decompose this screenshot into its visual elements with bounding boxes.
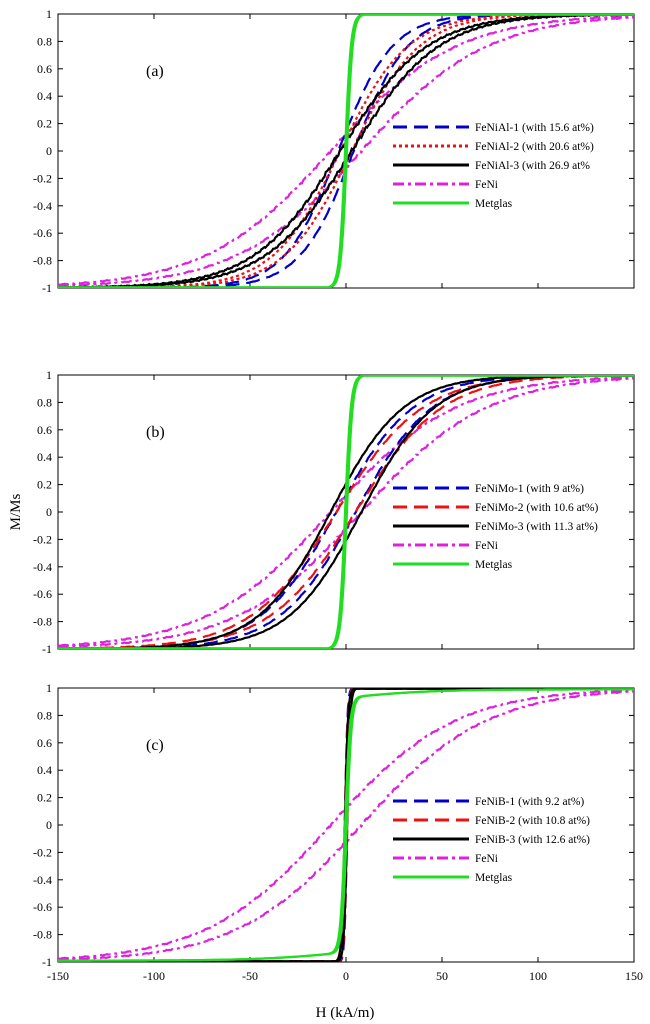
legend-entry: FeNiAl-3 (with 26.9 at% [475,160,590,172]
x-tick-label: 150 [625,969,643,983]
legend-entry: FeNiB-1 (with 9.2 at%) [475,796,584,808]
y-tick-label: 1 [46,681,52,695]
y-tick-label: 0.2 [37,117,52,131]
y-tick-label: -0.6 [33,226,52,240]
x-tick-label: 0 [343,969,349,983]
y-tick-label: 0.8 [37,34,52,48]
y-tick-label: -0.2 [33,532,52,546]
y-tick-label: -1 [42,642,52,656]
y-tick-label: -0.4 [33,199,52,213]
panel-1: -1 -0.8 -0.6 -0.4 -0.2 0 0.2 0.4 0.6 0.8 1 (a) FeNiA… [33,7,635,295]
y-tick-label: -0.2 [33,171,52,185]
y-tick-label: 0 [46,505,52,519]
y-tick-label: 0.4 [37,763,52,777]
y-tick-label: 0.4 [37,89,52,103]
series-line-metglas-down [58,688,634,962]
x-tick-label: 100 [529,969,547,983]
y-tick-label: 0.8 [37,395,52,409]
series-line-feni-up [58,16,634,288]
y-tick-label: -0.8 [33,615,52,629]
y-tick-label: 1 [46,7,52,21]
y-axis-title: M/Ms [8,494,24,531]
y-tick-label: -1 [42,955,52,969]
legend-entry: FeNi [475,540,498,552]
y-tick-label: 0.6 [37,62,52,76]
y-tick-label: -0.4 [33,560,52,574]
y-tick-label: 0.4 [37,450,52,464]
y-tick-label: 0 [46,818,52,832]
series-line-metglas-down [58,14,634,288]
series-line-feni-up [58,377,634,649]
legend-entry: FeNiB-3 (with 12.6 at%) [475,834,590,846]
y-tick-label: 1 [46,368,52,382]
x-axis-title: H (kA/m) [316,1005,375,1021]
panel-3: -1 -0.8 -0.6 -0.4 -0.2 0 0.2 0.4 0.6 0.8 1 -150 -100… [33,681,643,983]
legend-entry: FeNiMo-1 (with 9 at%) [475,483,584,495]
x-tick-label: -150 [47,969,69,983]
legend-entry: FeNi [475,853,498,865]
x-tick-label: -100 [143,969,165,983]
y-tick-label: 0.8 [37,708,52,722]
y-tick-label: 0.2 [37,791,52,805]
y-tick-label: -0.4 [33,873,52,887]
y-tick-label: -0.8 [33,254,52,268]
panel-2-label: (b) [146,424,165,441]
y-tick-label: 0.6 [37,423,52,437]
panel-1-label: (a) [146,63,164,80]
y-tick-label: -0.6 [33,587,52,601]
y-tick-label: -0.2 [33,845,52,859]
y-tick-label: -0.6 [33,900,52,914]
legend-entry: FeNiB-2 (with 10.8 at%) [475,815,590,827]
legend-entry: Metglas [475,198,513,210]
series-line-feni-up [58,690,634,962]
legend-entry: FeNiMo-3 (with 11.3 at%) [475,521,598,533]
legend-entry: FeNiAl-2 (with 20.6 at%) [475,141,594,153]
panel-2: -1-0.8-0.6-0.4-0.200.20.40.60.81(b)FeNiM… [33,368,635,656]
x-tick-label: 50 [436,969,448,983]
y-tick-label: 0.2 [37,478,52,492]
series-line-metglas-down [58,375,634,649]
legend-entry: FeNiAl-1 (with 15.6 at%) [475,122,594,134]
legend-entry: Metglas [475,872,513,884]
y-tick-label: 0 [46,144,52,158]
y-tick-label: -1 [42,281,52,295]
x-tick-label: -50 [242,969,258,983]
y-tick-label: 0.6 [37,736,52,750]
panel-3-label: (c) [146,737,164,754]
y-tick-label: -0.8 [33,928,52,942]
legend-entry: FeNi [475,179,498,191]
legend-entry: Metglas [475,559,513,571]
legend-entry: FeNiMo-2 (with 10.6 at%) [475,502,598,514]
